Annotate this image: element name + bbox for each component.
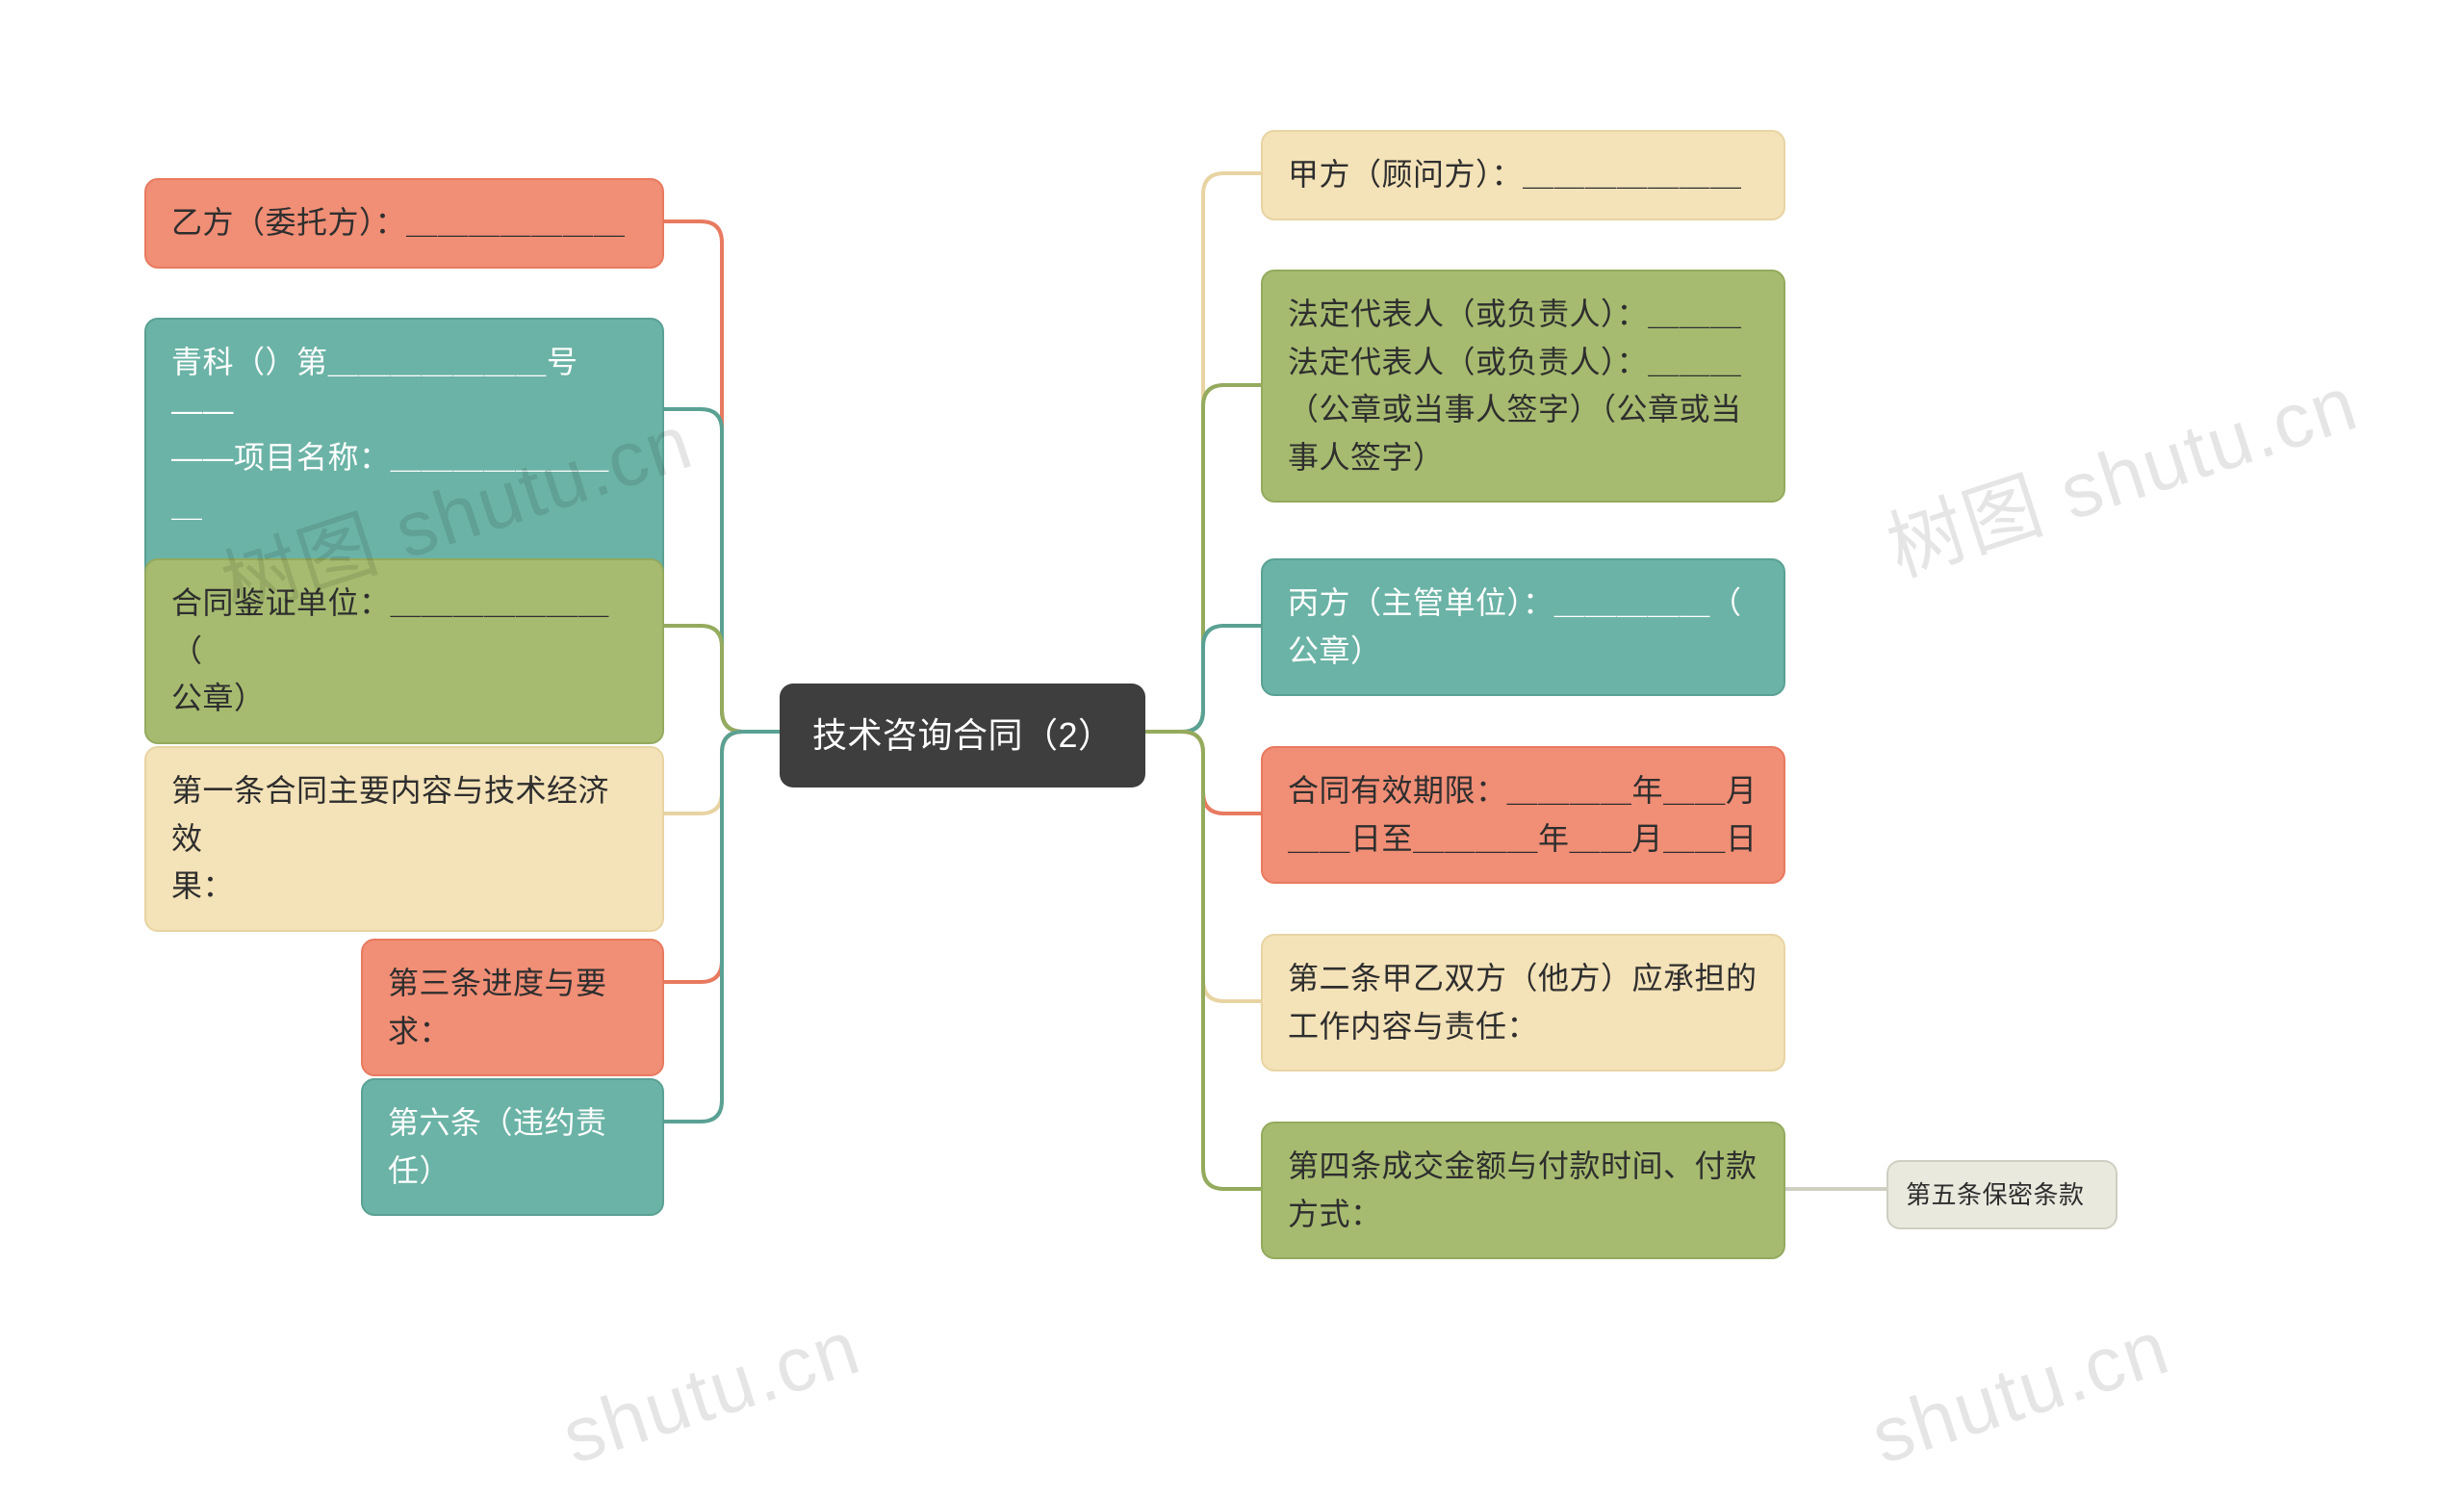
left-node-party-b[interactable]: 乙方（委托方）：＿＿＿＿＿＿＿ <box>144 178 664 269</box>
watermark: shutu.cn <box>1861 1303 2180 1482</box>
right-node-party-c[interactable]: 丙方（主管单位）：＿＿＿＿＿（公章） <box>1261 558 1785 696</box>
left-node-article1[interactable]: 第一条合同主要内容与技术经济效果： <box>144 746 664 932</box>
watermark: shutu.cn <box>552 1303 871 1482</box>
root-node[interactable]: 技术咨询合同（2） <box>780 684 1145 787</box>
right-node-article2[interactable]: 第二条甲乙双方（他方）应承担的工作内容与责任： <box>1261 934 1785 1071</box>
right-node-party-a[interactable]: 甲方（顾问方）：＿＿＿＿＿＿＿ <box>1261 130 1785 220</box>
mindmap-canvas: 技术咨询合同（2） 乙方（委托方）：＿＿＿＿＿＿＿ 青科（）第＿＿＿＿＿＿＿号—… <box>0 0 2464 1497</box>
right-node-article4[interactable]: 第四条成交金额与付款时间、付款方式： <box>1261 1122 1785 1259</box>
right-node-legal-rep[interactable]: 法定代表人（或负责人）：＿＿＿法定代表人（或负责人）：＿＿＿（公章或当事人签字）… <box>1261 270 1785 503</box>
left-node-article6[interactable]: 第六条（违约责任） <box>361 1078 664 1216</box>
right-node-valid-period[interactable]: 合同有效期限：＿＿＿＿年＿＿月＿＿日至＿＿＿＿年＿＿月＿＿日 <box>1261 746 1785 884</box>
watermark: 树图 shutu.cn <box>1871 342 2370 599</box>
left-node-verify[interactable]: 合同鉴证单位：＿＿＿＿＿＿＿（公章） <box>144 558 664 744</box>
leaf-node-article5[interactable]: 第五条保密条款 <box>1886 1160 2118 1229</box>
left-node-project[interactable]: 青科（）第＿＿＿＿＿＿＿号————项目名称：＿＿＿＿＿＿＿＿＿ <box>144 318 664 599</box>
left-node-article3[interactable]: 第三条进度与要求： <box>361 939 664 1076</box>
